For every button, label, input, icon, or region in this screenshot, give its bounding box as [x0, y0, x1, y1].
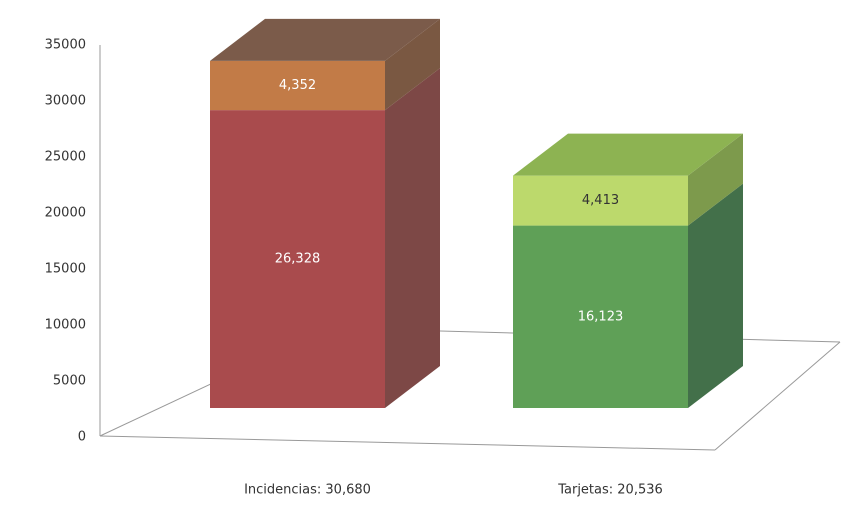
bar-segment — [210, 60, 385, 111]
bar-segment — [513, 225, 688, 408]
data-label: 4,413 — [582, 193, 619, 208]
bar-side — [385, 18, 440, 111]
x-tick-label: Incidencias: 30,680 — [244, 483, 371, 498]
data-label: 16,123 — [578, 309, 624, 324]
y-tick-label: 0 — [78, 430, 86, 445]
bar-segment — [210, 110, 385, 408]
data-label: 4,352 — [279, 78, 316, 93]
floor-edge — [714, 341, 841, 451]
y-tick-label: 5000 — [53, 374, 86, 389]
bar-top — [513, 133, 743, 176]
bar-top — [210, 18, 440, 61]
x-tick-label: Tarjetas: 20,536 — [557, 483, 663, 498]
y-tick-label: 15000 — [45, 262, 86, 277]
y-tick-label: 35000 — [45, 38, 86, 53]
bar-side — [688, 183, 743, 408]
y-tick-label: 25000 — [45, 150, 86, 165]
floor-edge — [99, 435, 716, 451]
y-tick-label: 30000 — [45, 94, 86, 109]
data-label: 26,328 — [275, 252, 321, 267]
bar-side — [688, 133, 743, 226]
bar-segment — [513, 175, 688, 226]
y-tick-label: 20000 — [45, 206, 86, 221]
y-tick-label: 10000 — [45, 318, 86, 333]
bar-side — [385, 68, 440, 408]
